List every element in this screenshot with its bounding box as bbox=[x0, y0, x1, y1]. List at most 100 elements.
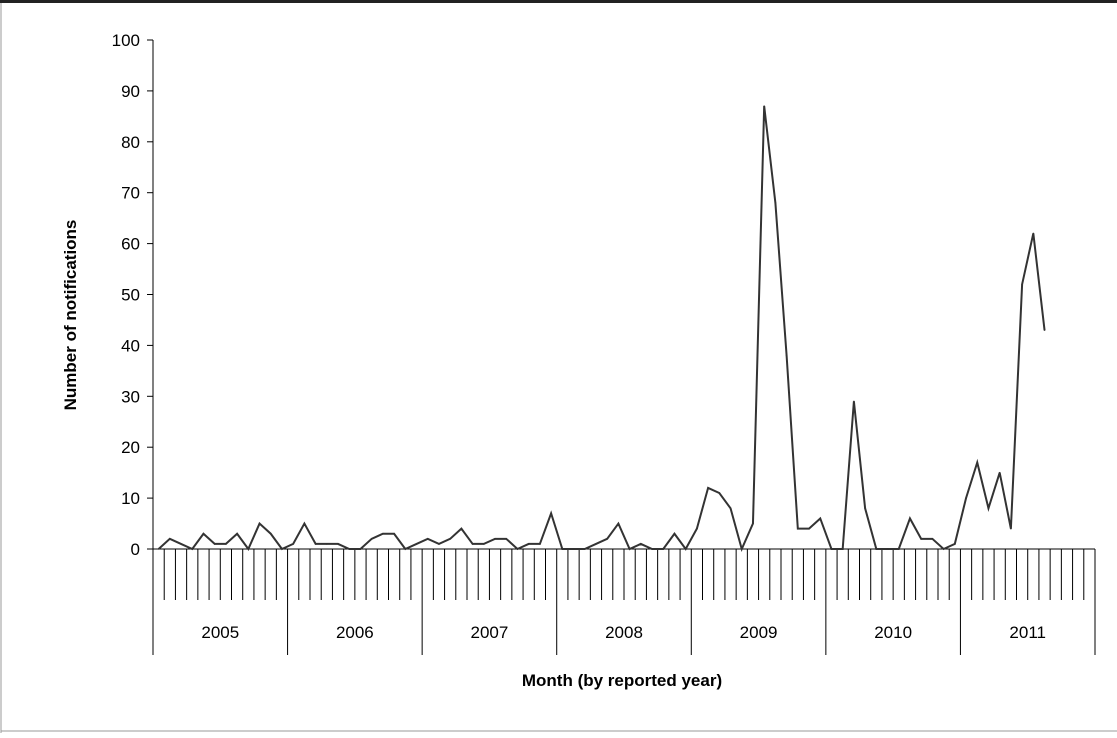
data-point bbox=[550, 512, 552, 515]
data-point bbox=[281, 548, 283, 550]
data-point bbox=[931, 538, 934, 540]
data-point bbox=[202, 532, 205, 535]
data-point bbox=[819, 517, 822, 520]
y-axis-title: Number of notifications bbox=[61, 220, 80, 411]
data-point bbox=[561, 548, 564, 550]
y-tick-label: 0 bbox=[131, 540, 140, 559]
year-label: 2010 bbox=[874, 623, 912, 642]
data-point bbox=[1043, 329, 1046, 331]
data-point bbox=[718, 492, 721, 494]
data-point bbox=[797, 527, 799, 530]
data-point bbox=[505, 538, 508, 540]
data-point bbox=[606, 538, 608, 540]
data-point bbox=[965, 497, 967, 499]
data-point bbox=[841, 548, 844, 550]
y-tick-label: 30 bbox=[121, 387, 140, 406]
data-point bbox=[1021, 283, 1023, 286]
data-point bbox=[707, 487, 709, 489]
data-point bbox=[370, 538, 373, 540]
data-point bbox=[191, 548, 194, 550]
data-point bbox=[651, 548, 653, 550]
data-point bbox=[673, 532, 676, 535]
data-point bbox=[696, 527, 698, 530]
data-point bbox=[157, 548, 160, 550]
data-point bbox=[1032, 232, 1035, 235]
y-tick-label: 50 bbox=[121, 286, 140, 305]
data-point bbox=[471, 543, 474, 545]
data-point bbox=[628, 548, 631, 550]
data-point bbox=[169, 538, 171, 540]
data-point bbox=[763, 105, 765, 107]
data-point bbox=[269, 532, 272, 535]
data-point bbox=[516, 548, 519, 550]
data-point bbox=[954, 543, 956, 545]
data-point bbox=[752, 522, 754, 525]
data-point bbox=[684, 548, 687, 550]
y-axis: 0 10 20 30 40 50 60 70 80 90 100 bbox=[112, 31, 154, 559]
data-point bbox=[460, 527, 463, 530]
data-point bbox=[449, 538, 451, 540]
data-point bbox=[292, 543, 294, 545]
data-point bbox=[426, 538, 429, 540]
year-label: 2006 bbox=[336, 623, 374, 642]
y-tick-label: 60 bbox=[121, 235, 140, 254]
x-axis: 2005 2006 2007 2008 2009 2010 2011 bbox=[152, 548, 1096, 655]
data-point bbox=[830, 548, 833, 550]
y-tick-label: 100 bbox=[112, 31, 140, 50]
data-point bbox=[494, 538, 496, 540]
year-label: 2007 bbox=[471, 623, 509, 642]
year-label: 2008 bbox=[605, 623, 643, 642]
data-point bbox=[729, 507, 732, 510]
data-point bbox=[853, 400, 855, 403]
data-point bbox=[774, 202, 777, 204]
data-point bbox=[314, 543, 317, 545]
y-tick-label: 70 bbox=[121, 184, 140, 203]
data-point bbox=[180, 543, 182, 545]
data-point bbox=[303, 522, 306, 525]
data-point bbox=[987, 507, 990, 510]
data-point bbox=[337, 543, 339, 545]
data-point bbox=[662, 548, 665, 550]
data-point bbox=[897, 548, 900, 550]
data-point bbox=[225, 543, 227, 545]
data-point bbox=[864, 507, 866, 510]
y-tick-label: 10 bbox=[121, 489, 140, 508]
data-point bbox=[572, 548, 575, 550]
data-point bbox=[247, 548, 250, 550]
y-tick-label: 20 bbox=[121, 438, 140, 457]
data-point bbox=[583, 548, 586, 550]
data-point bbox=[808, 527, 810, 530]
x-axis-title: Month (by reported year) bbox=[522, 671, 722, 690]
data-point bbox=[617, 522, 620, 525]
y-tick-label: 40 bbox=[121, 336, 140, 355]
data-point bbox=[942, 548, 945, 550]
data-point bbox=[326, 543, 328, 545]
data-point bbox=[404, 548, 407, 550]
year-label: 2005 bbox=[201, 623, 239, 642]
data-point bbox=[785, 354, 788, 357]
year-label: 2011 bbox=[1009, 623, 1046, 642]
data-point bbox=[886, 548, 889, 550]
data-point bbox=[348, 548, 351, 550]
series-group bbox=[157, 105, 1046, 552]
data-point bbox=[213, 543, 216, 545]
data-point bbox=[909, 517, 911, 520]
data-point bbox=[539, 543, 541, 545]
data-point bbox=[875, 548, 878, 550]
year-label: 2009 bbox=[740, 623, 778, 642]
data-point bbox=[640, 543, 642, 545]
data-point bbox=[393, 532, 395, 535]
data-point bbox=[382, 532, 384, 535]
data-point bbox=[527, 543, 530, 545]
data-point bbox=[359, 548, 362, 550]
data-point bbox=[415, 543, 418, 545]
y-tick-label: 90 bbox=[121, 82, 140, 101]
data-point bbox=[1010, 527, 1012, 530]
y-tick-label: 80 bbox=[121, 133, 140, 152]
data-point bbox=[438, 543, 440, 545]
data-point bbox=[920, 538, 922, 540]
data-point bbox=[976, 461, 979, 464]
series-line bbox=[157, 106, 1046, 552]
data-point bbox=[998, 471, 1001, 474]
